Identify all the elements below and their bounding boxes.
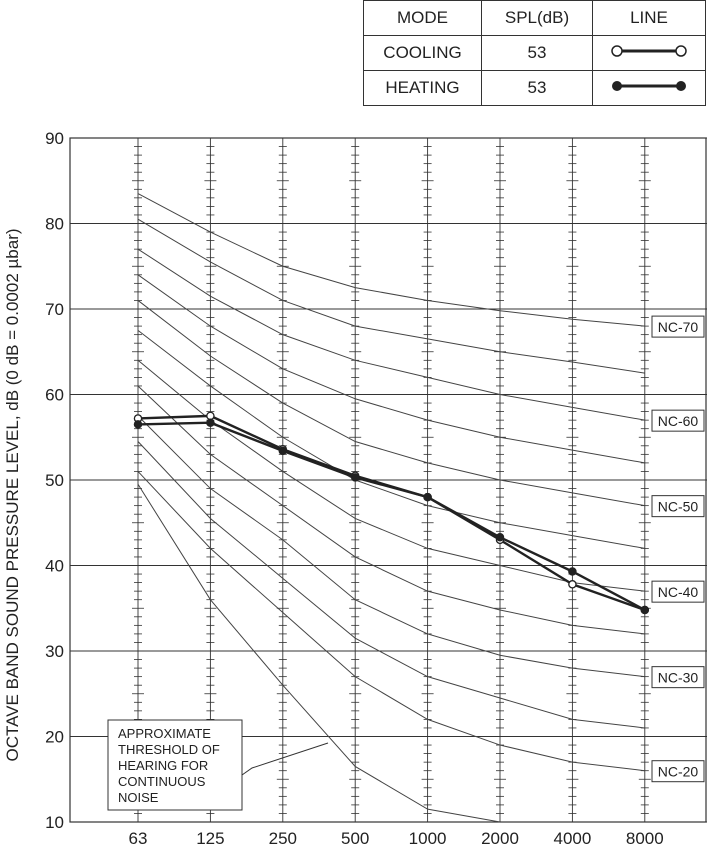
filled-data-point: [133, 420, 143, 429]
legend-spl-cooling: 53: [481, 35, 593, 71]
x-tick-label: 1000: [409, 829, 447, 846]
nc-label-box: [651, 495, 705, 518]
y-tick-label: 80: [45, 215, 64, 234]
x-tick-label: 8000: [626, 829, 664, 846]
legend-mode-cooling: COOLING: [363, 35, 482, 71]
legend-line-heating: [592, 70, 706, 106]
nc-curve: [137, 441, 645, 729]
nc-curve: [137, 329, 645, 549]
nc-label-box: [651, 666, 705, 689]
nc-curve: [137, 248, 645, 421]
legend-header-mode: MODE: [363, 0, 482, 36]
y-axis-title: OCTAVE BAND SOUND PRESSURE LEVEL, dB (0 …: [3, 228, 22, 761]
legend-header-line: LINE: [592, 0, 706, 36]
nc-curves: NC-70 NC-60 NC-50 NC-40 NC-30 NC-20: [137, 193, 705, 783]
open-circle-icon: [611, 44, 623, 57]
legend-line-cooling: [592, 35, 706, 71]
filled-data-point: [495, 533, 505, 542]
nc-label-box: [651, 760, 705, 783]
open-data-point: [206, 411, 215, 421]
series-line-cooling: [137, 414, 646, 612]
y-tick-label: 20: [45, 728, 64, 747]
nc-label: NC-40: [658, 584, 699, 600]
y-tick-label: 90: [45, 129, 64, 148]
x-tick-label: 2000: [481, 829, 519, 846]
nc-curve: [137, 218, 645, 374]
y-tick-label: 60: [45, 386, 64, 405]
legend-header-spl: SPL(dB): [481, 0, 593, 36]
y-tick-label: 50: [45, 471, 64, 490]
threshold-curve: [137, 484, 501, 823]
grid: [69, 137, 707, 823]
y-tick-label: 70: [45, 300, 64, 319]
nc-curve: [137, 274, 645, 464]
nc-label-box: [651, 409, 705, 432]
nc-label: NC-30: [658, 670, 699, 686]
filled-circle-icon: [612, 80, 622, 91]
annotation-leader: [241, 742, 329, 776]
axis-labels: 10 20 30 40 50 60 70 80 90 63 125 250 500 1000 2000 400…: [45, 129, 664, 846]
nc-curve: [137, 300, 645, 507]
nc-curve: [137, 385, 645, 635]
x-tick-label: 63: [129, 829, 148, 846]
threshold-annotation: APPROXIMATE THRESHOLD OF HEARING FOR CONTIN…: [107, 484, 501, 823]
filled-data-point: [640, 605, 650, 615]
nc-label-box: [651, 580, 705, 603]
legend-table: MODE SPL(dB) LINE COOLING 53 HEATING 53: [363, 0, 707, 107]
nc-label: NC-50: [658, 499, 699, 515]
nc-label: NC-20: [658, 764, 699, 780]
filled-data-point: [350, 473, 360, 482]
x-tick-label: 125: [196, 829, 224, 846]
filled-circle-icon: [676, 80, 686, 91]
filled-data-point: [206, 418, 215, 427]
nc-curve: [137, 415, 645, 678]
series-line-heating: [137, 421, 646, 612]
x-tick-label: 500: [341, 829, 369, 846]
y-tick-label: 10: [45, 813, 64, 832]
nc-curve: [137, 193, 645, 327]
annotation-text: APPROXIMATE THRESHOLD OF HEARING FOR CONTIN…: [118, 726, 220, 805]
y-tick-label: 40: [45, 557, 64, 576]
open-data-point: [568, 580, 577, 589]
filled-data-point: [423, 492, 432, 502]
data-series: [133, 411, 650, 615]
x-tick-label: 4000: [553, 829, 591, 846]
nc-curve: [137, 471, 645, 772]
legend-mode-heating: HEATING: [363, 70, 482, 106]
filled-data-point: [278, 446, 288, 456]
nc-label-box: [651, 315, 705, 338]
legend-spl-heating: 53: [481, 70, 593, 106]
nc-label: NC-60: [658, 413, 699, 429]
open-circle-icon: [675, 44, 687, 57]
y-axis-title-box: OCTAVE BAND SOUND PRESSURE LEVEL, dB (0 …: [0, 160, 26, 830]
nc-label: NC-70: [658, 319, 699, 335]
filled-data-point: [568, 567, 577, 576]
x-tick-label: 250: [269, 829, 297, 846]
y-tick-label: 30: [45, 642, 64, 661]
annotation-box: [107, 719, 243, 811]
